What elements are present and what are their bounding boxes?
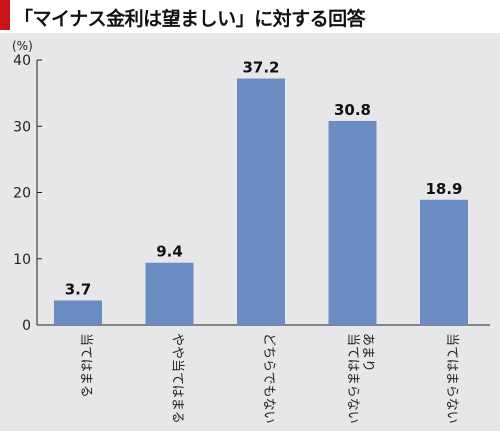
data-label: 37.2 [242, 59, 279, 77]
y-tick-label: 40 [13, 53, 31, 69]
title-accent-bar [0, 0, 10, 30]
y-tick-label: 10 [13, 252, 31, 268]
data-label: 18.9 [425, 180, 462, 198]
y-tick-label: 20 [13, 186, 31, 202]
category-label: やや当てはまる [170, 333, 185, 424]
category-label: 当てはまらない [345, 333, 360, 424]
bar [420, 199, 468, 325]
y-axis-unit-label: (%) [12, 39, 33, 53]
y-tick-label: 30 [13, 119, 31, 135]
title-bar: 「マイナス金利は望ましい」に対する回答 [0, 0, 500, 30]
bar [145, 262, 194, 325]
chart-title: 「マイナス金利は望ましい」に対する回答 [14, 8, 366, 30]
category-label: 当てはまらない [444, 333, 459, 424]
bar [54, 300, 102, 325]
category-label: あまり [360, 333, 375, 372]
data-label: 3.7 [65, 280, 92, 298]
category-label: どちらでもない [261, 333, 276, 424]
data-label: 30.8 [334, 101, 371, 119]
bar [328, 120, 377, 325]
bar [237, 78, 285, 325]
category-label: 当てはまる [78, 333, 93, 398]
y-tick-label: 0 [22, 318, 31, 334]
data-label: 9.4 [156, 243, 183, 261]
